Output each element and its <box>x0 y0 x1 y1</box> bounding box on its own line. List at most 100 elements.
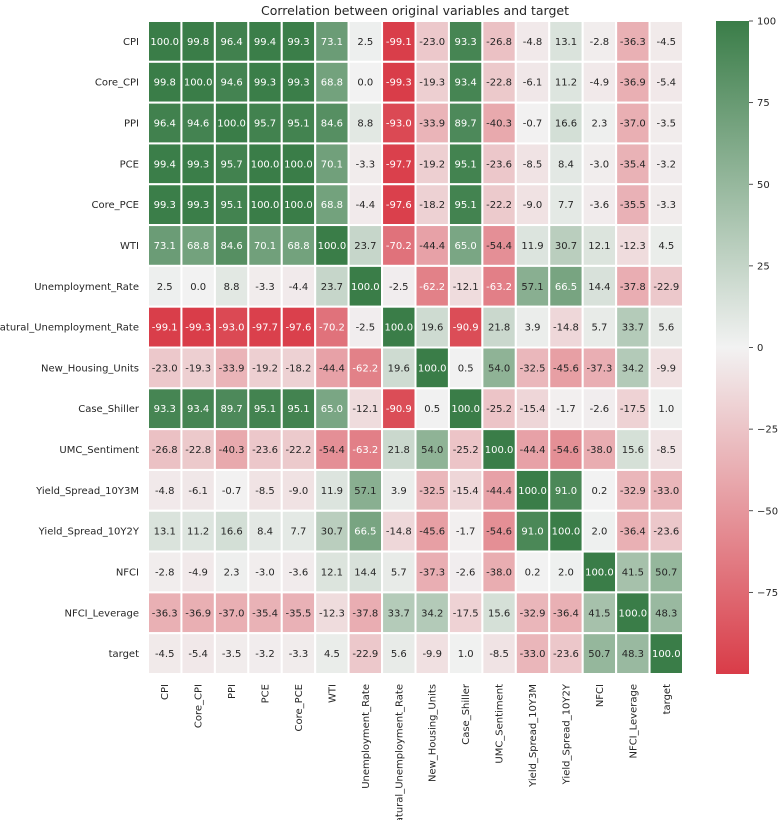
cell-value-label: -1.7 <box>456 527 476 538</box>
cell-value-label: -22.8 <box>185 445 211 456</box>
cell-value-label: -4.5 <box>155 649 175 660</box>
cell-value-label: 73.1 <box>154 241 176 252</box>
cell-value-label: -35.5 <box>620 200 646 211</box>
cell-value-label: 48.3 <box>622 649 644 660</box>
cell-value-label: -23.6 <box>486 159 512 170</box>
heatmap-cell <box>213 264 250 308</box>
heatmap-cell <box>615 468 651 512</box>
cell-value-label: 100.0 <box>251 200 280 211</box>
cell-value-label: 2.0 <box>558 567 574 578</box>
heatmap-cell <box>247 183 283 227</box>
cell-value-label: 99.3 <box>287 78 309 89</box>
heatmap-cell <box>447 305 484 349</box>
heatmap-cell <box>180 632 216 675</box>
cell-value-label: 4.5 <box>658 241 674 252</box>
heatmap-cell <box>648 305 684 349</box>
cell-value-label: 16.6 <box>555 119 577 130</box>
cell-value-label: 7.7 <box>291 527 307 538</box>
cell-value-label: 14.4 <box>588 282 610 293</box>
heatmap-cell <box>314 142 350 186</box>
cell-value-label: -4.9 <box>188 567 208 578</box>
cell-value-label: -9.9 <box>422 649 442 660</box>
cell-value-label: 0.5 <box>458 363 474 374</box>
heatmap-cell <box>648 224 684 267</box>
cell-value-label: -0.7 <box>523 119 543 130</box>
cell-value-label: -18.2 <box>286 363 312 374</box>
cell-value-label: -15.4 <box>453 486 479 497</box>
cell-value-label: -4.8 <box>155 486 175 497</box>
column-label: UMC_Sentiment <box>495 684 506 764</box>
heatmap-cell <box>648 428 684 471</box>
heatmap-cell <box>314 346 350 390</box>
cell-value-label: -32.9 <box>620 486 646 497</box>
cell-value-label: 0.0 <box>190 282 206 293</box>
cell-value-label: -22.2 <box>486 200 512 211</box>
cell-value-label: 66.5 <box>555 282 577 293</box>
cell-value-label: 99.8 <box>154 78 176 89</box>
cell-value-label: -33.0 <box>520 649 546 660</box>
column-label: Core_PCE <box>294 684 305 731</box>
cell-value-label: 54.0 <box>488 363 510 374</box>
cell-value-label: -3.2 <box>255 649 275 660</box>
heatmap-cell <box>414 224 450 267</box>
cell-value-label: 0.2 <box>525 567 541 578</box>
colorbar-tick-label: 25 <box>757 261 770 272</box>
colorbar-gradient <box>716 21 749 674</box>
cell-value-label: 13.1 <box>154 527 176 538</box>
heatmap-cell <box>481 142 517 186</box>
heatmap-cell <box>213 142 250 186</box>
cell-value-label: 48.3 <box>655 608 677 619</box>
cell-value-label: -90.9 <box>453 323 479 334</box>
cell-value-label: 91.0 <box>521 527 543 538</box>
cell-value-label: -37.3 <box>419 567 445 578</box>
colorbar-tick-label: −50 <box>757 506 778 517</box>
cell-value-label: 91.0 <box>555 486 577 497</box>
heatmap-cell <box>247 387 283 431</box>
cell-value-label: 70.1 <box>254 241 276 252</box>
heatmap-cell <box>514 468 551 512</box>
heatmap-cell <box>615 183 651 227</box>
row-label: PCE <box>120 159 139 170</box>
cell-value-label: -19.3 <box>185 363 211 374</box>
heatmap-cell <box>213 305 250 349</box>
cell-value-label: -23.6 <box>653 527 679 538</box>
cell-value-label: -26.8 <box>152 445 178 456</box>
cell-value-label: -6.1 <box>188 486 208 497</box>
heatmap-cell <box>514 264 551 308</box>
cell-value-label: 95.1 <box>254 404 276 415</box>
cell-value-label: -33.9 <box>419 119 445 130</box>
cell-value-label: 100.0 <box>652 649 681 660</box>
cell-value-label: 33.7 <box>388 608 410 619</box>
heatmap-cell <box>381 183 417 227</box>
heatmap-cell <box>648 101 684 145</box>
row-label: Core_PCE <box>92 200 139 211</box>
cell-value-label: -9.0 <box>523 200 543 211</box>
cell-value-label: -23.0 <box>152 363 178 374</box>
cell-value-label: 30.7 <box>555 241 577 252</box>
cell-value-label: 34.2 <box>622 363 644 374</box>
cell-value-label: 93.3 <box>154 404 176 415</box>
cell-value-label: 34.2 <box>421 608 443 619</box>
colorbar-tick-label: 100 <box>757 17 776 28</box>
cell-value-label: -3.0 <box>590 159 610 170</box>
heatmap-cell <box>581 305 618 349</box>
cell-value-label: -4.4 <box>356 200 376 211</box>
heatmap-cell <box>548 142 584 186</box>
cell-value-label: 1.0 <box>658 404 674 415</box>
cell-value-label: -62.2 <box>419 282 445 293</box>
cell-value-label: 41.5 <box>588 608 610 619</box>
heatmap-cell <box>147 387 183 431</box>
cell-value-label: -8.5 <box>657 445 677 456</box>
cell-value-label: -8.5 <box>523 159 543 170</box>
cell-value-label: -22.9 <box>352 649 378 660</box>
cell-value-label: -19.2 <box>252 363 278 374</box>
heatmap-cell <box>581 346 618 390</box>
cell-value-label: -38.0 <box>586 445 612 456</box>
row-label: WTI <box>120 241 139 252</box>
cell-value-label: 8.4 <box>558 159 574 170</box>
cell-value-label: 70.1 <box>321 159 343 170</box>
heatmap-cell <box>247 60 283 104</box>
heatmap-cell <box>381 632 417 675</box>
cell-value-label: -33.9 <box>219 363 245 374</box>
heatmap-cell <box>447 632 484 675</box>
